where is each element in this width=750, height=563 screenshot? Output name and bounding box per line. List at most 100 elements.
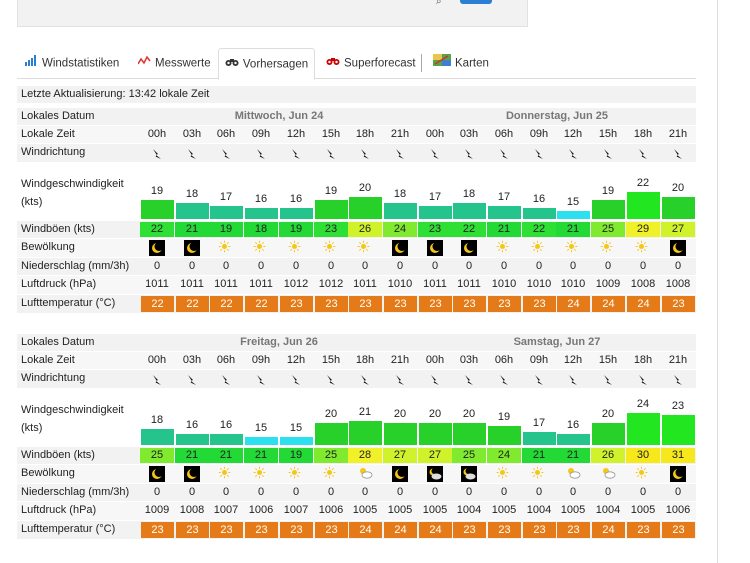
row-label-pressure: Luftdruck (hPa) [21,504,97,516]
hour-cell: 12h [563,354,583,366]
rain-value: 0 [361,260,369,272]
tab-karten[interactable]: Karten [433,48,489,78]
pressure-value: 1006 [248,504,274,516]
hour-cell: 03h [459,354,479,366]
temperature-cell: 23 [210,522,243,538]
gust-cell: 19 [279,222,313,237]
pressure-value: 1007 [283,504,309,516]
wind-speed-value: 18 [462,188,476,200]
pressure-value: 1006 [318,504,344,516]
wind-speed-value: 24 [636,398,650,410]
wind-speed-bar [453,203,486,219]
sun-icon [218,240,252,257]
wind-speed-bar [315,200,348,219]
row-label-speed: Windgeschwindigkeit [21,404,124,416]
sun-icon [357,240,391,257]
hour-cell: 09h [251,354,271,366]
sun-icon [531,240,565,257]
sun-icon [496,240,530,257]
hour-cell: 06h [216,128,236,140]
wind-speed-value: 20 [671,182,685,194]
row-label-time: Lokale Zeit [21,354,75,366]
wind-speed-value: 16 [289,193,303,205]
wind-speed-value: 16 [219,419,233,431]
line-chart-icon [137,48,151,79]
moon-icon [670,240,704,257]
wind-speed-value: 16 [532,193,546,205]
wind-direction-arrow-icon [290,148,324,162]
wind-direction-arrow-icon [255,374,289,388]
hour-cell: 18h [633,354,653,366]
page-divider [717,0,718,563]
pressure-value: 1010 [491,278,517,290]
tab-vorhersagen[interactable]: Vorhersagen [218,48,315,80]
hour-cell: 09h [251,128,271,140]
bar-chart-icon [25,48,38,79]
gust-cell: 21 [522,448,556,463]
sun-icon [600,240,634,257]
hour-cell: 18h [355,354,375,366]
wind-direction-arrow-icon [220,148,254,162]
search-button[interactable] [460,0,492,4]
row-label-clouds: Bewölkung [21,467,75,479]
hour-cell: 06h [216,354,236,366]
wind-direction-arrow-icon [359,148,393,162]
sun-icon [531,466,565,483]
sun-icon [218,466,252,483]
wind-direction-arrow-icon [567,148,601,162]
search-icon[interactable]: ⌕ [436,0,442,7]
temperature-cell: 23 [315,522,348,538]
rain-value: 0 [500,486,508,498]
row-label-speed-unit: (kts) [21,422,43,434]
temperature-cell: 23 [245,522,278,538]
gust-cell: 21 [175,448,209,463]
tab-label: Vorhersagen [242,58,309,71]
temperature-cell: 23 [453,296,486,312]
wind-speed-bar [592,423,625,445]
wind-speed-value: 19 [497,411,511,423]
hour-cell: 18h [355,128,375,140]
temperature-cell: 23 [419,296,452,312]
day-header: Freitag, Jun 26 [240,336,318,348]
pressure-value: 1004 [456,504,482,516]
wind-direction-arrow-icon [359,374,393,388]
tab-windstatistiken[interactable]: Windstatistiken [25,48,119,78]
sun-icon [565,240,599,257]
wind-speed-value: 17 [497,191,511,203]
rain-value: 0 [222,486,230,498]
row-label-temp: Lufttemperatur (°C) [21,297,116,309]
wind-speed-bar [349,197,382,219]
wind-direction-arrow-icon [429,148,463,162]
hour-cell: 06h [494,354,514,366]
tab-messwerte[interactable]: Messwerte [137,48,211,79]
wind-speed-bar [627,413,660,445]
moon-icon [461,240,495,257]
gust-cell: 31 [661,448,695,463]
gust-cell: 24 [383,222,417,237]
wind-direction-arrow-icon [463,374,497,388]
rain-value: 0 [431,486,439,498]
temperature-cell: 23 [280,296,313,312]
temperature-cell: 23 [523,296,556,312]
tab-superforecast[interactable]: Superforecast [326,48,416,78]
wind-speed-bar [557,211,590,219]
row-label-clouds: Bewölkung [21,241,75,253]
pressure-value: 1009 [144,504,170,516]
hour-cell: 06h [494,128,514,140]
wind-speed-value: 15 [289,422,303,434]
row-label-date: Lokales Datum [21,110,95,122]
rain-value: 0 [569,486,577,498]
moon-icon [184,240,218,257]
hour-cell: 00h [425,128,445,140]
rain-value: 0 [222,260,230,272]
pressure-value: 1010 [387,278,413,290]
wind-speed-value: 15 [254,422,268,434]
gust-cell: 30 [626,448,660,463]
pressure-value: 1011 [180,278,204,290]
hour-cell: 12h [286,354,306,366]
wind-direction-arrow-icon [151,374,185,388]
wind-direction-arrow-icon [637,374,671,388]
temperature-cell: 23 [488,522,521,538]
pressure-value: 1011 [249,278,273,290]
row-label-rain: Niederschlag (mm/3h) [21,486,130,498]
